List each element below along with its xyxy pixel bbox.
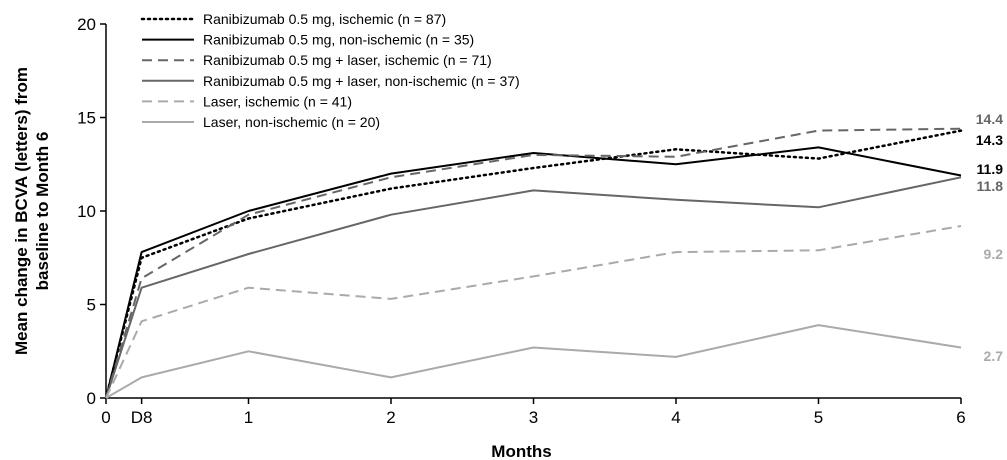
x-tick-label: 0 [101, 408, 110, 427]
legend-label: Ranibizumab 0.5 mg, ischemic (n = 87) [203, 11, 446, 27]
legend[interactable]: Ranibizumab 0.5 mg, ischemic (n = 87) Ran… [140, 11, 520, 130]
y-axis-title: Mean change in BCVA (letters) from baseli… [12, 67, 52, 355]
y-axis-title-line: baseline to Month 6 [33, 132, 52, 291]
x-tick-label: D8 [131, 408, 153, 427]
x-tick-label: 1 [244, 408, 253, 427]
legend-label: Ranibizumab 0.5 mg, non-ischemic (n = 35… [203, 32, 474, 48]
y-tick-label: 10 [77, 202, 96, 221]
y-tick-label: 15 [77, 109, 96, 128]
series-line-4 [105, 225, 962, 399]
x-tick-label: 3 [529, 408, 538, 427]
end-value-label: 14.4 [976, 111, 1003, 127]
legend-item[interactable]: Ranibizumab 0.5 mg, ischemic (n = 87) [140, 11, 446, 27]
legend-item[interactable]: Laser, non-ischemic (n = 20) [142, 114, 380, 130]
legend-label: Ranibizumab 0.5 mg + laser, non-ischemic… [203, 73, 520, 89]
end-value-label: 14.3 [976, 132, 1003, 148]
end-value-label: 2.7 [984, 348, 1004, 364]
legend-item[interactable]: Ranibizumab 0.5 mg + laser, ischemic (n … [142, 52, 492, 68]
end-value-label: 11.9 [977, 161, 1004, 177]
x-tick-label: 2 [386, 408, 395, 427]
legend-item[interactable]: Ranibizumab 0.5 mg, non-ischemic (n = 35… [142, 32, 474, 48]
legend-label: Ranibizumab 0.5 mg + laser, ischemic (n … [203, 52, 492, 68]
series-line-5 [105, 324, 962, 399]
end-value-label: 11.8 [977, 178, 1004, 194]
y-tick-label: 20 [77, 15, 96, 34]
end-value-label: 9.2 [984, 246, 1004, 262]
x-tick-label: 6 [956, 408, 965, 427]
series-line-3 [105, 176, 962, 399]
series-line-2 [105, 127, 962, 399]
axes: 0 5 10 15 20 0 D8 1 2 3 4 5 6 [77, 15, 966, 427]
legend-item[interactable]: Laser, ischemic (n = 41) [142, 93, 352, 109]
y-tick-label: 0 [87, 389, 96, 408]
end-labels: 14.4 14.3 11.911.8 9.2 2.7 [976, 111, 1003, 364]
y-tick-label: 5 [87, 296, 96, 315]
series-line-1 [105, 146, 962, 399]
x-tick-label: 4 [671, 408, 680, 427]
legend-item[interactable]: Ranibizumab 0.5 mg + laser, non-ischemic… [142, 73, 520, 89]
series-line-0 [104, 129, 963, 400]
y-axis-title-line: Mean change in BCVA (letters) from [12, 67, 31, 355]
x-axis-title-group: Months [491, 442, 551, 460]
legend-label: Laser, non-ischemic (n = 20) [203, 114, 380, 130]
legend-label: Laser, ischemic (n = 41) [203, 93, 352, 109]
x-axis-title: Months [491, 442, 551, 460]
series-layer [104, 127, 963, 400]
x-tick-label: 5 [814, 408, 823, 427]
